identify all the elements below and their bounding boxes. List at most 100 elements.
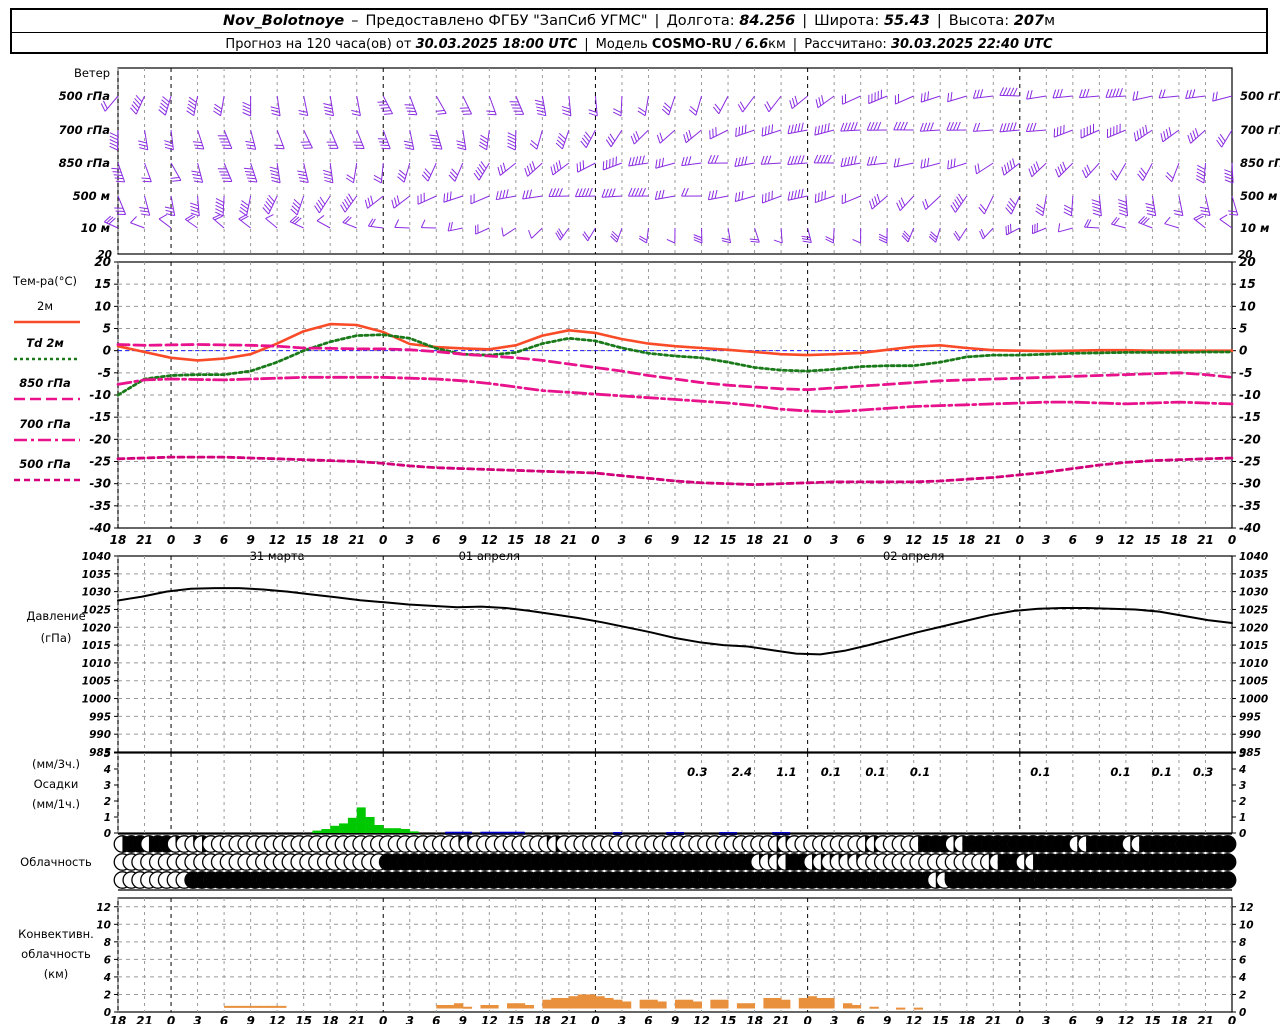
precip-title: Осадки xyxy=(34,777,79,791)
wind-barb-feather xyxy=(263,204,271,212)
wind-barb-feather xyxy=(170,176,180,179)
wind-barb-feather xyxy=(245,140,255,144)
wind-barb-feather xyxy=(1136,130,1140,140)
wind-barb-feather xyxy=(1035,207,1044,213)
wind-barb-feather xyxy=(972,89,977,99)
temperature-ytick-label-right: -35 xyxy=(1239,499,1261,513)
wind-barb-shaft xyxy=(170,162,182,181)
wind-barb-shaft xyxy=(1151,195,1157,216)
wind-barb-feather xyxy=(800,155,805,164)
wind-barb-feather xyxy=(1119,88,1123,97)
time-axis-hour-label-29: 9 xyxy=(883,533,891,547)
wind-barb-feather xyxy=(164,146,174,151)
convective-bar-21 xyxy=(586,994,596,1009)
wind-barb-feather xyxy=(242,105,251,110)
convective-bar-25 xyxy=(621,1001,632,1009)
time-axis-hour-label-41: 21 xyxy=(1197,533,1214,547)
wind-barb-feather xyxy=(164,143,174,147)
wind-barb-feather xyxy=(291,205,299,213)
temperature-ytick-label-left: -15 xyxy=(89,410,111,424)
wind-level-label-left-2: 850 гПа xyxy=(59,156,111,170)
wind-barb-feather xyxy=(659,132,664,142)
wind-barb-feather xyxy=(902,232,910,240)
wind-barb-feather xyxy=(920,159,923,169)
convective-time-label-5: 9 xyxy=(246,1014,254,1024)
wind-barb-feather xyxy=(103,215,112,223)
wind-barb-feather xyxy=(684,187,689,197)
wind-barb-feather xyxy=(435,109,445,112)
wind-barb-feather xyxy=(322,169,332,174)
convective-ytick-label-left: 12 xyxy=(96,902,111,914)
wind-barb-feather xyxy=(1224,172,1233,177)
wind-barb-feather xyxy=(661,157,665,167)
wind-barb-feather xyxy=(294,217,302,225)
wind-barb-feather xyxy=(138,143,148,147)
wind-barb-shaft xyxy=(117,195,127,215)
wind-barb-feather xyxy=(1146,209,1156,213)
wind-barb-shaft xyxy=(329,162,334,183)
wind-barb-feather xyxy=(681,187,686,197)
wind-barb-feather xyxy=(555,232,561,241)
wind-barb-feather xyxy=(431,141,441,144)
precip-rain-bar-0 xyxy=(312,830,322,833)
wind-barb-feather xyxy=(215,198,224,203)
wind-barb-feather xyxy=(767,155,772,165)
wind-barb-feather xyxy=(265,201,272,209)
precip-ytick-label-right: 5 xyxy=(1239,748,1246,760)
wind-barb-feather xyxy=(744,156,748,165)
wind-barb-shaft xyxy=(761,162,782,165)
wind-barb-feather xyxy=(293,199,301,206)
wind-barb-feather xyxy=(141,177,151,180)
wind-barb-feather xyxy=(923,158,927,168)
wind-barb-feather xyxy=(953,158,956,168)
wind-barb-feather xyxy=(130,107,137,115)
wind-barb-shaft xyxy=(435,129,443,150)
wind-barb-feather xyxy=(797,123,801,132)
wind-barb-shaft xyxy=(427,162,437,182)
temperature-panel-title: Тем-ра(°C) xyxy=(12,274,77,288)
wind-barb-feather xyxy=(1145,206,1155,210)
convective-time-label-4: 6 xyxy=(220,1014,228,1024)
temperature-ytick-label-left: -25 xyxy=(89,455,111,469)
precip-title-1h: (мм/1ч.) xyxy=(32,797,80,811)
wind-barb-feather xyxy=(164,206,174,210)
wind-barb-shaft xyxy=(1203,162,1206,183)
wind-barb-shaft xyxy=(486,129,490,150)
wind-barb-feather xyxy=(1217,136,1224,145)
time-axis-hour-label-2: 0 xyxy=(167,533,175,547)
wind-barb-feather xyxy=(950,159,953,169)
wind-barb-feather xyxy=(190,212,200,217)
pressure-ytick-label-left: 1025 xyxy=(82,604,111,616)
wind-barb-feather xyxy=(588,187,593,197)
altitude-value: 207 xyxy=(1013,13,1045,29)
wind-barb-shaft xyxy=(1231,195,1239,216)
wind-barb-feather xyxy=(212,213,221,219)
wind-barb-feather xyxy=(903,121,908,131)
pressure-panel-title: Давление xyxy=(26,609,85,623)
wind-barb-feather xyxy=(813,154,819,164)
temperature-series-2 xyxy=(116,343,1234,392)
wind-barb-feather xyxy=(342,201,348,210)
model-resolution: 6.6 xyxy=(745,36,769,52)
wind-barb-shaft xyxy=(899,195,915,212)
time-axis-hour-label-13: 9 xyxy=(459,533,467,547)
wind-barb-feather xyxy=(324,179,334,184)
wind-barb-feather xyxy=(1118,205,1128,210)
wind-barb-feather xyxy=(115,180,125,183)
convective-bar-40 xyxy=(807,996,817,1009)
wind-barb-shaft xyxy=(1115,162,1127,181)
pressure-ytick-label-left: 985 xyxy=(89,747,111,759)
wind-barb-feather xyxy=(1138,170,1146,178)
wind-barb-feather xyxy=(1194,128,1199,137)
wind-barb-feather xyxy=(247,147,256,150)
time-axis-hour-label-35: 3 xyxy=(1042,533,1050,547)
wind-barb-feather xyxy=(582,160,585,170)
wind-barb-feather xyxy=(999,123,1004,133)
wind-barb-feather xyxy=(1195,215,1204,221)
wind-barb-feather xyxy=(271,176,280,180)
wind-barb-feather xyxy=(1086,164,1091,173)
convective-time-label-35: 3 xyxy=(1042,1014,1050,1024)
time-axis-hour-label-27: 3 xyxy=(830,533,838,547)
wind-barb-feather xyxy=(766,101,772,110)
convective-time-label-39: 15 xyxy=(1144,1014,1161,1024)
